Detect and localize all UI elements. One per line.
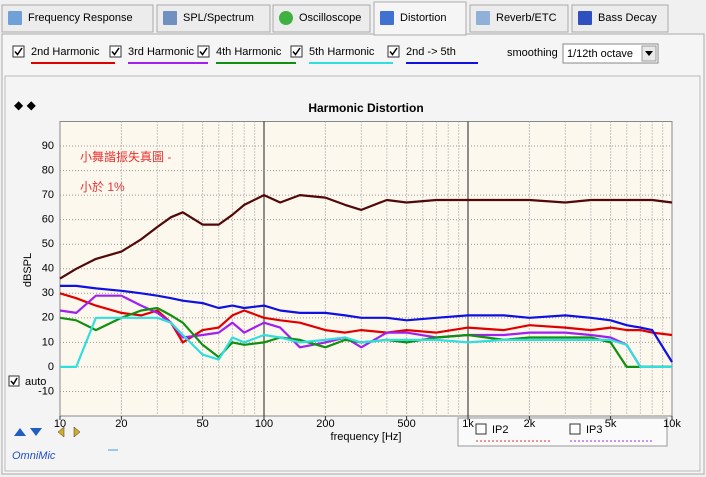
tab-bar: Frequency Response SPL/Spectrum Oscillosco… xyxy=(1,1,669,36)
y-tick-label: 0 xyxy=(48,361,54,373)
y-tick-label: 30 xyxy=(42,287,54,299)
check-mark xyxy=(14,47,23,56)
y-tick-label: 50 xyxy=(42,238,54,250)
tab[interactable] xyxy=(1,4,154,33)
x-tick-label: 2k xyxy=(524,418,536,430)
tab-label: Reverb/ETC xyxy=(496,12,557,24)
auto-label: auto xyxy=(25,376,46,388)
tab-label: Distortion xyxy=(400,12,446,24)
x-tick-label: 10k xyxy=(663,418,681,430)
legend-label: 5th Harmonic xyxy=(309,46,375,58)
annotation: 小於 1% xyxy=(80,179,125,194)
legend-checkbox[interactable] xyxy=(12,45,25,58)
y-tick-label: 80 xyxy=(42,164,54,176)
series-line xyxy=(59,294,672,368)
smoothing-select[interactable] xyxy=(562,43,659,64)
y-tick-label: 70 xyxy=(42,189,54,201)
series-line xyxy=(59,194,673,280)
brand-label: OmniMic xyxy=(12,450,56,462)
y-tick-label: 90 xyxy=(42,140,54,152)
series-line xyxy=(59,306,672,368)
tab-label: SPL/Spectrum xyxy=(183,12,254,24)
tab-icon xyxy=(163,11,177,25)
zoom-icons[interactable]: ◆ ◆ xyxy=(14,98,37,112)
tab-label: Frequency Response xyxy=(28,12,133,24)
tab-label: Bass Decay xyxy=(598,12,657,24)
legend-checkbox[interactable] xyxy=(290,45,303,58)
legend-label: 2nd Harmonic xyxy=(31,46,100,58)
series-line xyxy=(60,316,672,368)
x-tick-label: 500 xyxy=(397,418,415,430)
y-tick-label: 10 xyxy=(42,336,54,348)
x-tick-label: 50 xyxy=(196,418,208,430)
check-mark xyxy=(111,47,120,56)
tab-icon xyxy=(578,11,592,25)
x-tick-label: 1k xyxy=(462,418,474,430)
harmonic-options: 2nd Harmonic 3rd Harmonic 4th Harmonic 5th … xyxy=(12,45,478,64)
ip3-checkbox[interactable] xyxy=(569,423,581,435)
y-tick-label: -10 xyxy=(38,385,54,397)
check-mark xyxy=(292,47,301,56)
x-tick-label: 100 xyxy=(255,418,273,430)
x-tick-label: 200 xyxy=(316,418,334,430)
auto-checkbox[interactable] xyxy=(8,375,20,387)
chart-title: Harmonic Distortion xyxy=(308,101,423,115)
smoothing-label: smoothing xyxy=(507,47,558,59)
series-line xyxy=(60,284,673,363)
pan-arrows[interactable] xyxy=(57,426,81,438)
legend-checkbox[interactable] xyxy=(109,45,122,58)
x-axis-label: frequency [Hz] xyxy=(331,431,402,443)
y-tick-label: 60 xyxy=(42,214,54,226)
ip-box xyxy=(457,417,668,447)
tab-icon xyxy=(279,11,293,25)
x-tick-label: 5k xyxy=(605,418,617,430)
ip2-checkbox[interactable] xyxy=(475,423,487,435)
series-line xyxy=(59,292,673,344)
ip3-label: IP3 xyxy=(586,424,603,436)
legend-label: 3rd Harmonic xyxy=(128,46,195,58)
scroll-arrows[interactable] xyxy=(14,428,42,436)
y-tick-label: 40 xyxy=(42,263,54,275)
tab-icon xyxy=(476,11,490,25)
tab-label: Oscilloscope xyxy=(299,12,361,24)
annotation: 小舞諧振失真圖 - xyxy=(80,149,171,164)
tab-icon xyxy=(8,11,22,25)
legend-checkbox[interactable] xyxy=(387,45,400,58)
tab-icon xyxy=(380,11,394,25)
y-axis-label: dBSPL xyxy=(22,253,34,287)
y-tick-label: 20 xyxy=(42,312,54,324)
x-tick-label: 10 xyxy=(54,418,66,430)
check-mark xyxy=(10,377,18,386)
check-mark xyxy=(389,47,398,56)
check-mark xyxy=(199,47,208,56)
legend-label: 2nd -> 5th xyxy=(406,46,456,58)
legend-label: 4th Harmonic xyxy=(216,46,282,58)
dropdown-arrow xyxy=(645,51,653,56)
legend-checkbox[interactable] xyxy=(197,45,210,58)
smoothing-value: 1/12th octave xyxy=(567,48,633,60)
x-tick-label: 20 xyxy=(115,418,127,430)
ip2-label: IP2 xyxy=(492,424,509,436)
